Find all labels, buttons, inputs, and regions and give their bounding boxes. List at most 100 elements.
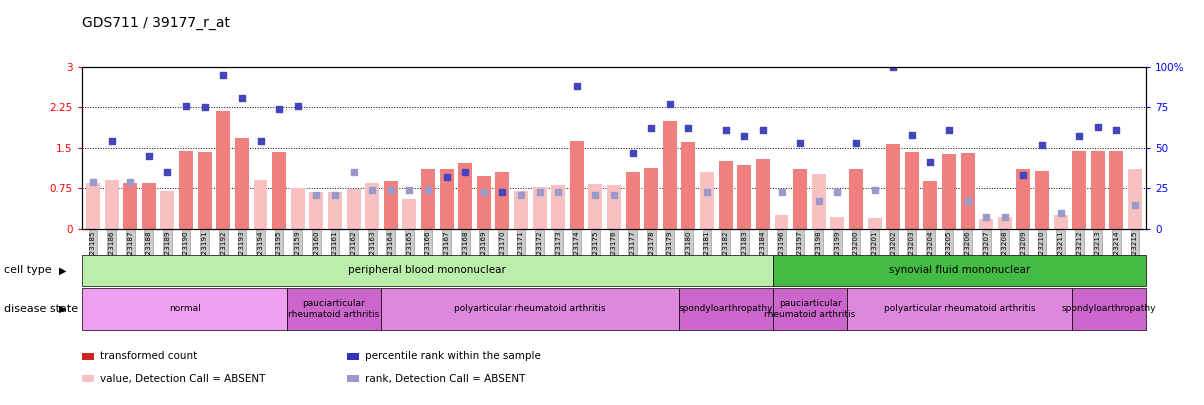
Point (270, 106, 289, 112)
Bar (793, 169, 807, 229)
Point (455, 169, 474, 175)
Point (1088, 124, 1108, 130)
Bar (998, 217, 1011, 229)
Point (177, 102, 196, 109)
Point (474, 188, 494, 195)
Bar (831, 217, 844, 229)
Point (604, 192, 624, 198)
Bar (1035, 171, 1049, 229)
Bar (589, 184, 602, 229)
Text: polyarticular rheumatoid arthritis: polyarticular rheumatoid arthritis (454, 304, 606, 313)
Point (939, 127, 958, 133)
Point (902, 132, 921, 138)
Bar (105, 180, 119, 229)
Text: pauciarticular
rheumatoid arthritis: pauciarticular rheumatoid arthritis (765, 299, 856, 318)
Text: ▶: ▶ (59, 265, 66, 275)
Bar (532, 187, 547, 229)
Point (158, 169, 177, 175)
Bar (123, 183, 137, 229)
Bar (384, 181, 397, 229)
Point (1126, 201, 1145, 208)
Bar (1016, 169, 1031, 229)
Bar (217, 111, 230, 229)
Bar (142, 183, 155, 229)
Bar (347, 190, 360, 229)
Point (772, 188, 791, 195)
Bar (551, 185, 565, 229)
Point (83, 179, 102, 185)
Text: polyarticular rheumatoid arthritis: polyarticular rheumatoid arthritis (884, 304, 1035, 313)
Point (400, 187, 419, 193)
Text: cell type: cell type (4, 265, 52, 275)
Point (344, 169, 364, 175)
Point (140, 153, 159, 159)
Bar (1073, 151, 1086, 229)
Bar (626, 172, 639, 229)
Point (660, 101, 679, 107)
Point (754, 127, 773, 133)
Point (1032, 141, 1051, 148)
Bar (85, 183, 100, 229)
Text: pauciarticular
rheumatoid arthritis: pauciarticular rheumatoid arthritis (288, 299, 379, 318)
Bar (737, 165, 751, 229)
Bar (179, 151, 193, 229)
Bar (719, 161, 733, 229)
Bar (1091, 151, 1105, 229)
Point (884, 64, 903, 70)
Text: spondyloarthropathy: spondyloarthropathy (1062, 304, 1156, 313)
Point (846, 140, 866, 146)
Point (679, 125, 698, 132)
Point (512, 192, 531, 198)
Point (382, 187, 401, 193)
Bar (1109, 151, 1123, 229)
Point (586, 192, 606, 198)
Point (195, 104, 214, 111)
Text: transformed count: transformed count (100, 352, 197, 361)
Bar (327, 192, 342, 229)
Point (102, 138, 122, 145)
Point (734, 133, 754, 140)
Bar (979, 219, 993, 229)
Bar (681, 143, 696, 229)
Point (567, 83, 586, 90)
Text: spondyloarthropathy: spondyloarthropathy (679, 304, 773, 313)
Text: value, Detection Call = ABSENT: value, Detection Call = ABSENT (100, 374, 265, 384)
Point (288, 102, 307, 109)
Point (827, 188, 846, 195)
Point (492, 188, 512, 195)
Bar (849, 169, 863, 229)
Point (809, 198, 828, 205)
Bar (421, 169, 435, 229)
Bar (160, 191, 175, 229)
Point (232, 94, 252, 101)
Bar (290, 188, 305, 229)
Point (716, 127, 736, 133)
Bar (235, 138, 249, 229)
Text: normal: normal (169, 304, 200, 313)
Point (120, 179, 140, 185)
Point (1106, 127, 1126, 133)
Point (864, 187, 884, 193)
Bar (811, 174, 826, 229)
Point (549, 188, 568, 195)
Point (622, 149, 642, 156)
Bar (1054, 215, 1068, 229)
Bar (904, 152, 919, 229)
Bar (1128, 169, 1143, 229)
Bar (607, 185, 621, 229)
Point (362, 187, 382, 193)
Point (958, 198, 978, 205)
Point (530, 188, 549, 195)
Point (250, 138, 270, 145)
Text: peripheral blood mononuclear: peripheral blood mononuclear (348, 265, 506, 275)
Bar (459, 163, 472, 229)
Point (996, 214, 1015, 221)
Bar (663, 121, 677, 229)
Bar (365, 183, 379, 229)
Bar (272, 152, 287, 229)
Bar (886, 143, 901, 229)
Bar (700, 172, 714, 229)
Point (976, 214, 996, 221)
Bar (439, 169, 454, 229)
Bar (197, 152, 212, 229)
